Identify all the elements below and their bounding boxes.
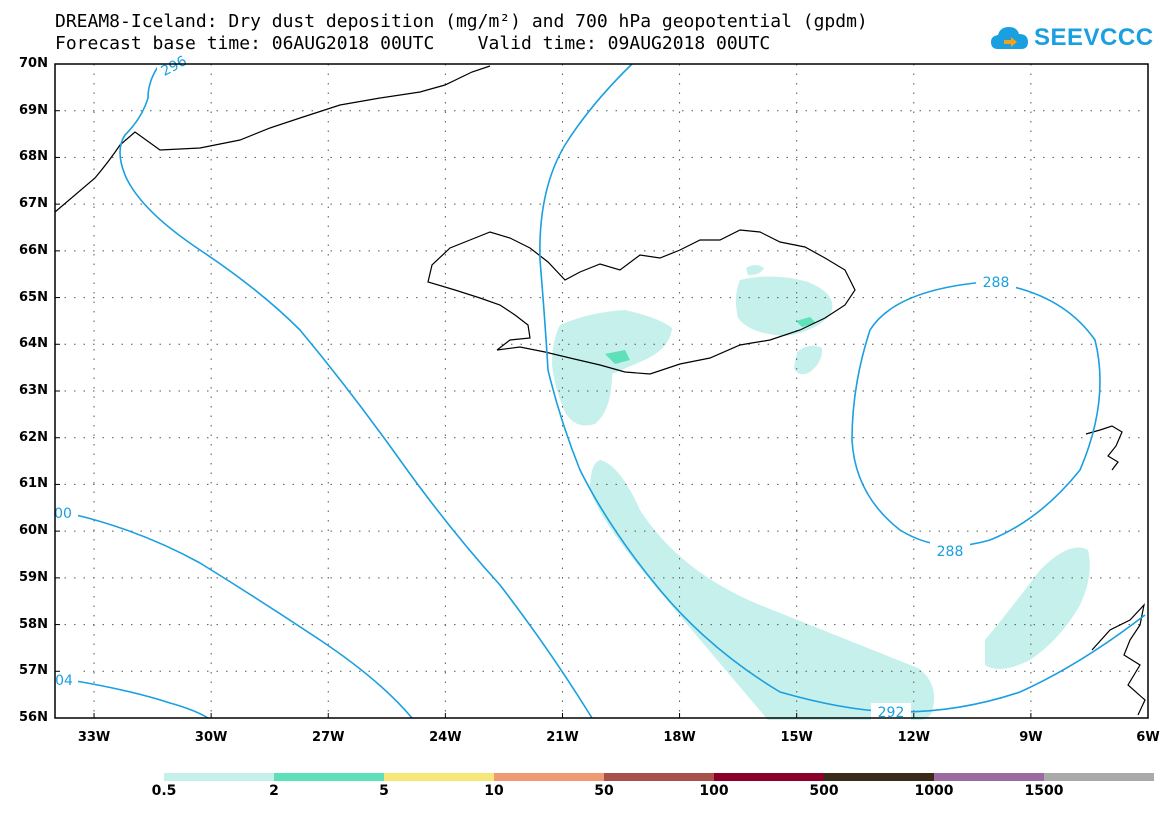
contour-300 (71, 513, 413, 719)
lon-tick-label: 27W (312, 730, 345, 745)
dust-area-plume (590, 460, 935, 720)
coastline-iceland (427, 229, 856, 375)
colorbar-label: 0.5 (151, 783, 177, 799)
contour-label-bg (157, 56, 193, 74)
lat-tick-label: 57N (19, 663, 48, 679)
lon-tick-label: 18W (663, 730, 696, 745)
lat-tick-label: 56N (19, 710, 48, 725)
lat-tick-label: 60N (19, 523, 48, 539)
contour-label-300: 00 (54, 506, 72, 522)
contour-292 (539, 63, 1146, 713)
lon-tick-label: 9W (1019, 730, 1043, 745)
contour-labels: 296 00 04 288 288 292 (52, 53, 1016, 721)
colorbar-swatch (714, 773, 824, 781)
dust-deposition-areas (552, 265, 1090, 720)
dust-area-southeast (985, 547, 1090, 669)
contour-label-288-bottom: 288 (937, 544, 964, 560)
lat-tick-label: 61N (19, 476, 48, 492)
lon-tick-label: 21W (546, 730, 579, 745)
coastline-greenland (54, 65, 491, 213)
lat-tick-label: 66N (19, 242, 48, 258)
lon-tick-label: 12W (897, 730, 930, 745)
colorbar-label: 100 (699, 783, 729, 799)
dust-area-iceland-northeast (746, 265, 764, 276)
lat-tick-label: 68N (19, 149, 48, 165)
contour-label-bg (52, 503, 78, 523)
contour-label-bg (930, 541, 970, 561)
contour-288 (851, 281, 1101, 547)
colorbar-swatch (824, 773, 934, 781)
colorbar-label: 500 (809, 783, 839, 799)
contour-304 (69, 679, 209, 719)
colorbar-label: 50 (594, 783, 614, 799)
seevccc-logo: SEEVCCC (990, 20, 1154, 56)
lat-tick-label: 70N (19, 56, 48, 71)
colorbar-label: 1000 (914, 783, 954, 799)
lon-tick-label: 6W (1136, 730, 1160, 745)
lon-tick-label: 33W (77, 730, 111, 745)
dust-area-iceland-southeast (794, 345, 823, 375)
colorbar-label: 2 (269, 783, 279, 799)
contour-label-304: 04 (55, 673, 73, 689)
lat-tick-label: 59N (19, 569, 48, 585)
colorbar-label: 10 (484, 783, 504, 799)
contour-label-bg (976, 272, 1016, 292)
lat-tick-label: 65N (19, 289, 48, 305)
contour-296 (119, 63, 593, 719)
logo-text: SEEVCCC (1034, 24, 1154, 51)
lat-tick-label: 69N (19, 102, 48, 118)
lat-tick-label: 62N (19, 429, 48, 445)
contour-label-bg (52, 670, 78, 690)
colorbar-swatch (934, 773, 1044, 781)
lon-tick-label: 24W (429, 730, 462, 745)
dust-area-iceland-east (735, 276, 833, 336)
contour-label-292: 292 (878, 705, 905, 721)
colorbar-swatch (604, 773, 714, 781)
coastline-scotland (1091, 603, 1146, 716)
colorbar-label: 1500 (1024, 783, 1064, 799)
colorbar-swatch (274, 773, 384, 781)
colorbar-swatch (384, 773, 494, 781)
colorbar-swatch (164, 773, 274, 781)
map-title-line-2: Forecast base time: 06AUG2018 00UTC Vali… (55, 33, 771, 54)
colorbar-swatch (1044, 773, 1154, 781)
dust-area-dense-1 (605, 350, 630, 364)
colorbar-swatch (494, 773, 604, 781)
contour-label-288-top: 288 (983, 275, 1010, 291)
contour-label-bg (871, 703, 911, 721)
lat-tick-label: 64N (19, 336, 48, 352)
coastline-faroes (1085, 425, 1123, 471)
lat-tick-label: 63N (19, 383, 48, 398)
map-title-line-1: DREAM8-Iceland: Dry dust deposition (mg/… (55, 11, 868, 32)
axis-tick-marks (55, 63, 1149, 719)
cloud-icon (991, 27, 1028, 49)
dust-area-dense-2 (796, 317, 816, 327)
lon-tick-label: 30W (194, 730, 228, 745)
colorbar-label: 5 (379, 783, 389, 799)
lon-tick-label: 15W (780, 730, 813, 745)
lat-tick-label: 58N (19, 616, 48, 632)
coastlines (54, 65, 1146, 716)
lat-tick-label: 67N (19, 196, 48, 212)
colorbar (164, 773, 1154, 781)
